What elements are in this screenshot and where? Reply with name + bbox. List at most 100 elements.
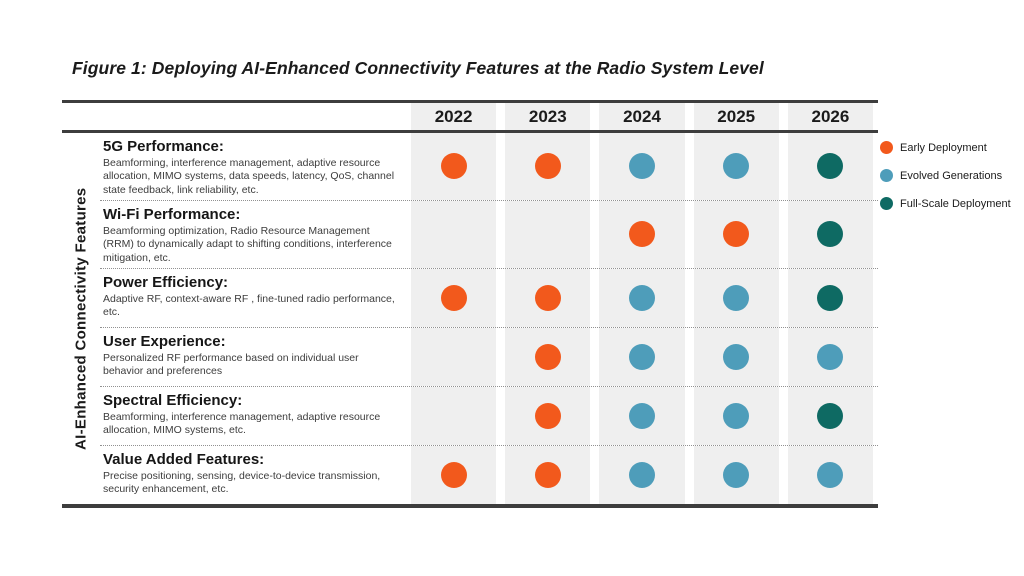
category-axis-label: AI-Enhanced Connectivity Features bbox=[72, 187, 90, 450]
feature-row: Value Added Features: Precise positionin… bbox=[100, 446, 879, 505]
evolved-deployment-dot-icon bbox=[817, 462, 844, 489]
legend: Early Deployment Evolved Generations Ful… bbox=[880, 141, 1011, 225]
year-header-2026: 2026 bbox=[783, 103, 879, 130]
legend-dot-icon bbox=[880, 169, 893, 182]
feature-title: User Experience: bbox=[103, 332, 226, 350]
timeline-cell bbox=[501, 327, 596, 386]
feature-cell: 5G Performance: Beamforming, interferenc… bbox=[100, 133, 407, 200]
timeline-cell bbox=[595, 200, 690, 268]
timeline-cell bbox=[783, 268, 879, 327]
timeline-cell bbox=[595, 327, 690, 386]
year-header-2025: 2025 bbox=[689, 103, 784, 130]
legend-item: Early Deployment bbox=[880, 141, 1011, 154]
table-body: AI-Enhanced Connectivity Features 5G Per… bbox=[62, 133, 879, 508]
timeline-cell bbox=[407, 133, 502, 200]
feature-cell: Value Added Features: Precise positionin… bbox=[100, 446, 407, 504]
legend-dot-icon bbox=[880, 197, 893, 210]
timeline-cell bbox=[501, 387, 596, 446]
timeline-cell bbox=[407, 446, 502, 505]
timeline-cell bbox=[595, 446, 690, 505]
evolved-deployment-dot-icon bbox=[629, 284, 655, 311]
feature-description: Beamforming optimization, Radio Resource… bbox=[103, 224, 392, 264]
early-deployment-dot-icon bbox=[723, 221, 750, 248]
evolved-deployment-dot-icon bbox=[723, 403, 750, 429]
early-deployment-dot-icon bbox=[629, 221, 655, 248]
early-deployment-dot-icon bbox=[534, 343, 561, 370]
feature-title: Power Efficiency: bbox=[103, 273, 229, 291]
timeline-cell bbox=[501, 446, 596, 505]
evolved-deployment-dot-icon bbox=[723, 284, 750, 311]
timeline-cell bbox=[501, 133, 596, 200]
legend-item: Evolved Generations bbox=[880, 169, 1011, 182]
figure-title: Figure 1: Deploying AI-Enhanced Connecti… bbox=[72, 58, 764, 78]
timeline-cell bbox=[689, 387, 784, 446]
timeline-cell bbox=[501, 268, 596, 327]
feature-row: Spectral Efficiency: Beamforming, interf… bbox=[100, 387, 879, 447]
feature-description: Personalized RF performance based on ind… bbox=[103, 351, 359, 378]
deployment-table: 2022 2023 2024 2025 2026 AI-Enhanced Connect… bbox=[62, 100, 879, 508]
table-header-row: 2022 2023 2024 2025 2026 bbox=[62, 100, 879, 133]
early-deployment-dot-icon bbox=[534, 462, 561, 489]
early-deployment-dot-icon bbox=[534, 284, 561, 311]
evolved-deployment-dot-icon bbox=[629, 153, 655, 180]
evolved-deployment-dot-icon bbox=[723, 153, 750, 180]
early-deployment-dot-icon bbox=[440, 284, 467, 311]
feature-row: User Experience: Personalized RF perform… bbox=[100, 327, 879, 387]
header-spacer bbox=[62, 103, 407, 130]
evolved-deployment-dot-icon bbox=[723, 343, 750, 370]
year-header-cells: 2022 2023 2024 2025 2026 bbox=[407, 103, 879, 130]
early-deployment-dot-icon bbox=[534, 153, 561, 180]
timeline-cell bbox=[595, 133, 690, 200]
timeline-cell bbox=[783, 446, 879, 505]
feature-title: Spectral Efficiency: bbox=[103, 392, 243, 409]
timeline-cell bbox=[689, 268, 784, 327]
legend-label: Full-Scale Deployment bbox=[900, 197, 1011, 210]
full-deployment-dot-icon bbox=[817, 153, 844, 180]
full-deployment-dot-icon bbox=[817, 284, 844, 311]
timeline-cell bbox=[407, 387, 502, 446]
legend-label: Early Deployment bbox=[900, 141, 987, 154]
full-deployment-dot-icon bbox=[817, 221, 844, 248]
timeline-cell bbox=[783, 200, 879, 268]
feature-description: Precise positioning, sensing, device-to-… bbox=[103, 470, 381, 496]
feature-description: Beamforming, interference management, ad… bbox=[103, 157, 395, 196]
timeline-cell bbox=[595, 268, 690, 327]
feature-row: Power Efficiency: Adaptive RF, context-a… bbox=[100, 268, 879, 328]
feature-rows: 5G Performance: Beamforming, interferenc… bbox=[100, 133, 879, 505]
feature-cell: Wi-Fi Performance: Beamforming optimizat… bbox=[100, 201, 407, 268]
legend-item: Full-Scale Deployment bbox=[880, 197, 1011, 210]
timeline-cell bbox=[689, 327, 784, 386]
year-header-2023: 2023 bbox=[501, 103, 596, 130]
early-deployment-dot-icon bbox=[440, 462, 467, 489]
feature-cell: User Experience: Personalized RF perform… bbox=[100, 328, 407, 386]
timeline-cell bbox=[407, 327, 502, 386]
full-deployment-dot-icon bbox=[817, 403, 844, 429]
legend-label: Evolved Generations bbox=[900, 169, 1003, 182]
feature-description: Beamforming, interference management, ad… bbox=[103, 411, 381, 437]
timeline-cell bbox=[689, 200, 784, 268]
feature-title: Wi-Fi Performance: bbox=[103, 205, 241, 223]
timeline-cell bbox=[689, 133, 784, 200]
evolved-deployment-dot-icon bbox=[629, 403, 655, 429]
feature-description: Adaptive RF, context-aware RF , fine-tun… bbox=[103, 292, 395, 319]
timeline-cell bbox=[407, 200, 502, 268]
feature-cell: Spectral Efficiency: Beamforming, interf… bbox=[100, 387, 407, 445]
early-deployment-dot-icon bbox=[534, 403, 561, 429]
feature-cell: Power Efficiency: Adaptive RF, context-a… bbox=[100, 269, 407, 327]
year-header-2022: 2022 bbox=[407, 103, 502, 130]
timeline-cell bbox=[783, 327, 879, 386]
feature-title: Value Added Features: bbox=[103, 451, 265, 469]
timeline-cell bbox=[783, 387, 879, 446]
evolved-deployment-dot-icon bbox=[629, 462, 655, 489]
timeline-cell bbox=[595, 387, 690, 446]
feature-row: 5G Performance: Beamforming, interferenc… bbox=[100, 133, 879, 201]
year-header-2024: 2024 bbox=[595, 103, 690, 130]
timeline-cell bbox=[689, 446, 784, 505]
timeline-cell bbox=[407, 268, 502, 327]
timeline-cell bbox=[783, 133, 879, 200]
legend-dot-icon bbox=[880, 141, 893, 154]
evolved-deployment-dot-icon bbox=[629, 343, 655, 370]
feature-title: 5G Performance: bbox=[103, 138, 224, 155]
early-deployment-dot-icon bbox=[440, 153, 467, 180]
